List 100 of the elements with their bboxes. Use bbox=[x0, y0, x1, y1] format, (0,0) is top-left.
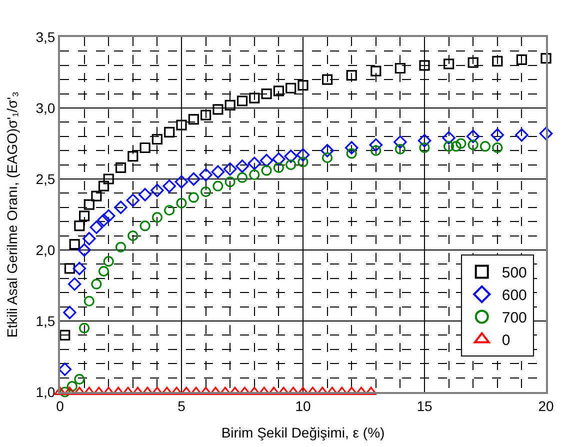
point bbox=[212, 180, 224, 192]
point bbox=[128, 150, 138, 162]
point bbox=[190, 386, 202, 396]
x-tick-label: 5 bbox=[178, 398, 186, 414]
point bbox=[344, 141, 358, 154]
point bbox=[419, 60, 430, 71]
point bbox=[164, 126, 175, 138]
point bbox=[394, 135, 407, 149]
point bbox=[140, 220, 150, 232]
point bbox=[200, 186, 212, 198]
point bbox=[286, 160, 296, 170]
point bbox=[84, 199, 94, 210]
point bbox=[60, 386, 70, 398]
point bbox=[490, 128, 504, 142]
point bbox=[320, 144, 334, 158]
point bbox=[418, 134, 432, 148]
y-tick-label: 2,0 bbox=[36, 242, 56, 258]
point bbox=[102, 386, 115, 396]
point bbox=[63, 306, 76, 320]
point bbox=[249, 92, 260, 104]
point bbox=[298, 80, 308, 91]
point bbox=[540, 53, 552, 64]
point bbox=[236, 160, 249, 173]
point bbox=[260, 154, 274, 168]
point bbox=[468, 57, 478, 68]
point bbox=[72, 262, 86, 276]
point bbox=[138, 188, 152, 202]
point bbox=[128, 230, 138, 242]
point bbox=[223, 162, 237, 176]
point bbox=[103, 174, 114, 184]
point bbox=[238, 386, 251, 396]
point bbox=[188, 192, 199, 203]
point bbox=[492, 56, 503, 66]
point bbox=[187, 172, 200, 186]
point bbox=[176, 198, 187, 208]
point bbox=[236, 96, 248, 106]
y-tick-label: 2,5 bbox=[36, 170, 56, 187]
point bbox=[152, 134, 162, 145]
point bbox=[224, 100, 236, 110]
point bbox=[188, 114, 199, 125]
point bbox=[68, 277, 82, 291]
point bbox=[60, 330, 70, 340]
point bbox=[152, 212, 162, 223]
point bbox=[466, 130, 480, 144]
point bbox=[212, 104, 224, 115]
y-tick-label: 3,0 bbox=[36, 100, 56, 116]
y-tick-label: 3,5 bbox=[36, 28, 56, 45]
point bbox=[200, 386, 212, 396]
point bbox=[248, 386, 260, 396]
point bbox=[66, 381, 78, 392]
point bbox=[114, 200, 128, 214]
point bbox=[419, 142, 430, 154]
point bbox=[132, 386, 144, 396]
point bbox=[91, 278, 102, 290]
point bbox=[82, 232, 96, 246]
point bbox=[284, 150, 298, 163]
point bbox=[174, 175, 188, 188]
point bbox=[180, 386, 192, 396]
point bbox=[515, 128, 528, 142]
point bbox=[84, 296, 94, 306]
point bbox=[58, 362, 72, 376]
point bbox=[336, 386, 348, 396]
point bbox=[394, 62, 406, 74]
point bbox=[355, 386, 368, 396]
point bbox=[286, 82, 296, 94]
point bbox=[394, 144, 406, 154]
point bbox=[83, 386, 96, 396]
point bbox=[78, 243, 91, 257]
point bbox=[326, 386, 338, 396]
point bbox=[322, 74, 333, 85]
point bbox=[346, 148, 357, 159]
point bbox=[287, 386, 300, 396]
point bbox=[170, 386, 183, 396]
point bbox=[516, 54, 527, 66]
point bbox=[492, 142, 503, 154]
point bbox=[164, 204, 175, 216]
point bbox=[91, 190, 102, 202]
point bbox=[268, 386, 280, 396]
legend-label: 700 bbox=[502, 310, 527, 327]
point bbox=[79, 322, 90, 334]
point bbox=[74, 374, 85, 385]
point bbox=[539, 126, 553, 140]
point bbox=[261, 88, 272, 100]
point bbox=[261, 165, 272, 176]
point bbox=[442, 131, 456, 144]
legend-label: 500 bbox=[502, 264, 527, 282]
point bbox=[199, 168, 212, 182]
point bbox=[346, 70, 357, 81]
point bbox=[64, 263, 76, 274]
point bbox=[450, 141, 462, 152]
point bbox=[69, 239, 80, 250]
point bbox=[236, 172, 248, 183]
point bbox=[298, 156, 308, 168]
point bbox=[200, 110, 212, 120]
point bbox=[103, 256, 114, 267]
point bbox=[273, 86, 284, 96]
y-axis-title: Etkili Asal Gerilme Oranı, (EAGO)σ'₁/σ'₃ bbox=[4, 91, 20, 338]
y-tick-label: 1,0 bbox=[36, 384, 56, 400]
point bbox=[258, 386, 270, 396]
point bbox=[306, 386, 319, 396]
